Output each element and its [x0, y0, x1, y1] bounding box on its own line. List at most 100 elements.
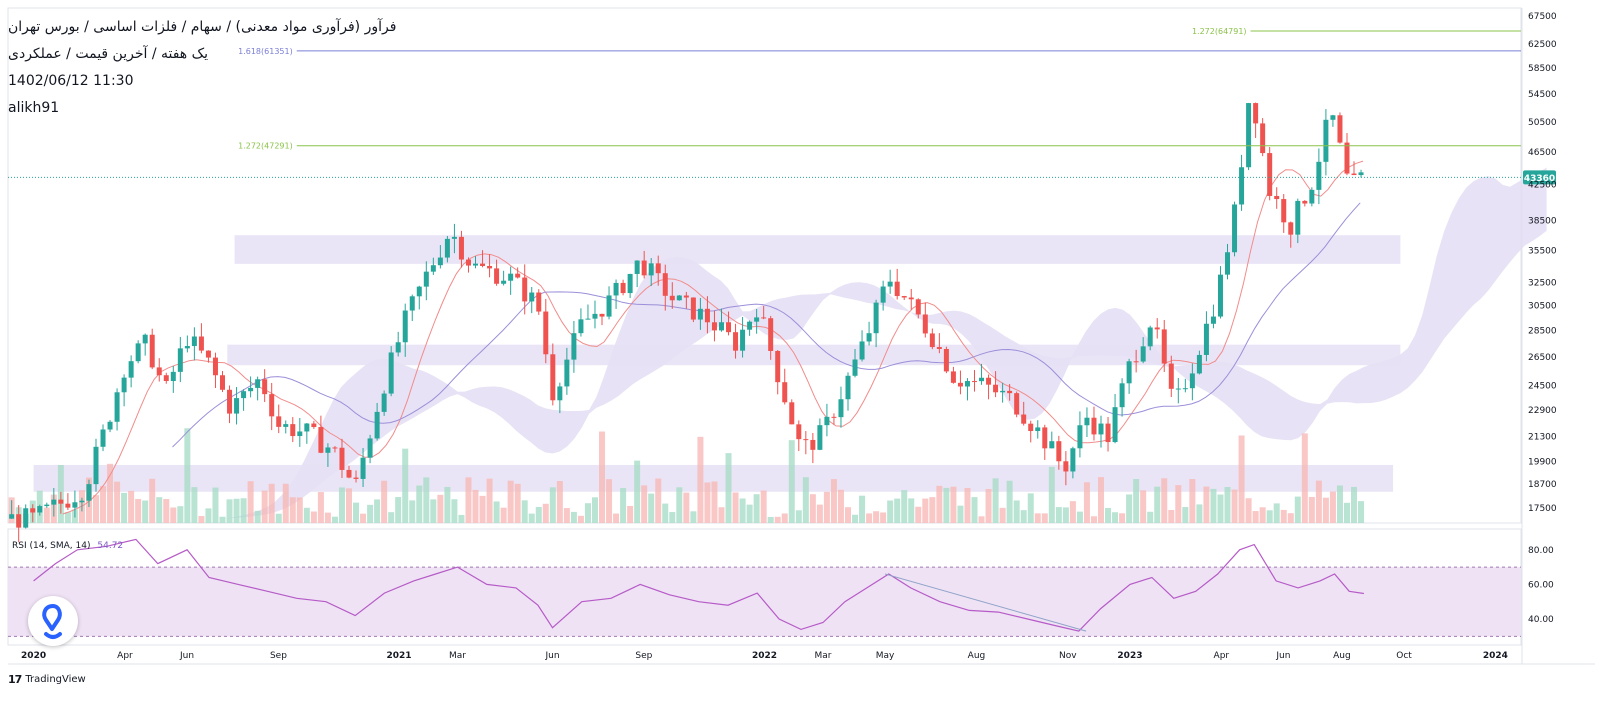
candle-body [325, 447, 331, 453]
candle-body [1281, 199, 1287, 223]
candle-body [627, 273, 633, 294]
x-tick-label: Jun [1275, 651, 1290, 661]
candle-body [1288, 222, 1294, 235]
candle-body [866, 333, 872, 342]
volume-bar [655, 478, 662, 523]
candle-body [1175, 388, 1181, 390]
volume-bar [620, 488, 627, 523]
candle-body [65, 503, 71, 508]
y-tick-label: 18700 [1528, 480, 1557, 490]
volume-bar [1182, 507, 1189, 523]
tradingview-logo[interactable]: 17 TradingView [8, 673, 86, 686]
volume-bar [999, 507, 1006, 523]
volume-bar [1027, 493, 1034, 523]
x-tick-label: 2020 [21, 651, 46, 661]
candle-body [831, 416, 837, 418]
volume-bar [1168, 509, 1175, 523]
x-tick-label: Nov [1059, 651, 1077, 661]
candle-body [44, 504, 50, 507]
candle-body [72, 502, 78, 508]
volume-bar [1062, 507, 1069, 523]
volume-bar [978, 516, 985, 523]
volume-bar [402, 448, 409, 523]
candle-body [648, 263, 654, 276]
candle-body [480, 263, 486, 266]
volume-bar [788, 440, 795, 523]
volume-bar [852, 514, 859, 523]
volume-bar [479, 495, 486, 523]
candle-body [184, 346, 190, 349]
volume-bar [704, 482, 711, 523]
volume-bar [156, 497, 163, 523]
volume-bar [1266, 510, 1273, 523]
volume-bar [1013, 500, 1020, 523]
volume-bar [1224, 486, 1231, 523]
candle-body [451, 236, 457, 239]
volume-bar [486, 478, 493, 523]
candle-body [205, 350, 211, 358]
candle-body [262, 379, 268, 395]
candle-body [1014, 393, 1020, 415]
volume-bar [1126, 494, 1133, 523]
volume-bar [444, 486, 451, 523]
candle-body [255, 379, 261, 388]
candle-body [339, 447, 345, 470]
volume-bar [128, 490, 135, 523]
volume-bar [774, 516, 781, 523]
volume-bar [795, 510, 802, 523]
fib-level-label-0: 1.272(64791) [1192, 27, 1247, 36]
volume-bar [542, 503, 549, 523]
volume-bar [338, 487, 345, 523]
x-tick-label: Apr [1214, 651, 1230, 661]
volume-bar [465, 477, 472, 523]
candle-body [1007, 390, 1013, 394]
candle-body [1189, 373, 1195, 389]
volume-bar [816, 504, 823, 523]
volume-bar [1336, 485, 1343, 523]
volume-bar [732, 492, 739, 523]
candle-body [979, 377, 985, 382]
volume-bar [430, 499, 437, 523]
volume-bar [1351, 486, 1358, 523]
volume-bar [1210, 488, 1217, 523]
candle-body [901, 296, 907, 298]
volume-bar [570, 511, 577, 523]
x-tick-label: Jun [545, 651, 560, 661]
candle-body [156, 367, 162, 376]
volume-bar [1090, 516, 1097, 523]
candle-body [957, 382, 963, 387]
volume-bar [943, 487, 950, 523]
candle-body [388, 352, 394, 394]
author-name: alikh91 [8, 100, 60, 116]
x-tick-label: 2023 [1117, 651, 1142, 661]
rsi-line [33, 538, 1364, 632]
candle-body [1210, 316, 1216, 324]
candle-body [1070, 448, 1076, 472]
volume-bar [149, 478, 156, 523]
candle-body [212, 357, 218, 376]
volume-bar [725, 453, 732, 523]
candle-body [198, 336, 204, 351]
candle-body [543, 311, 549, 355]
volume-bar [409, 500, 416, 523]
candle-body [1077, 425, 1083, 449]
volume-bar [1034, 513, 1041, 523]
chart-header: فرآور (فرآوری مواد معدنی) / سهام / فلزات… [8, 14, 396, 122]
volume-bar [528, 513, 535, 523]
volume-bar [1358, 501, 1365, 523]
candle-body [936, 347, 942, 349]
candle-body [170, 371, 176, 382]
candle-body [374, 411, 380, 439]
x-tick-label: Sep [635, 651, 652, 661]
y-tick-label: 54500 [1528, 90, 1557, 100]
candle-body [1344, 142, 1350, 174]
y-tick-label: 32500 [1528, 278, 1557, 288]
author-badge[interactable] [28, 596, 78, 646]
candle-body [1063, 461, 1069, 472]
volume-bar [451, 499, 458, 523]
candle-body [430, 265, 436, 272]
candle-body [515, 273, 521, 278]
candle-body [894, 281, 900, 297]
candle-body [620, 282, 626, 294]
